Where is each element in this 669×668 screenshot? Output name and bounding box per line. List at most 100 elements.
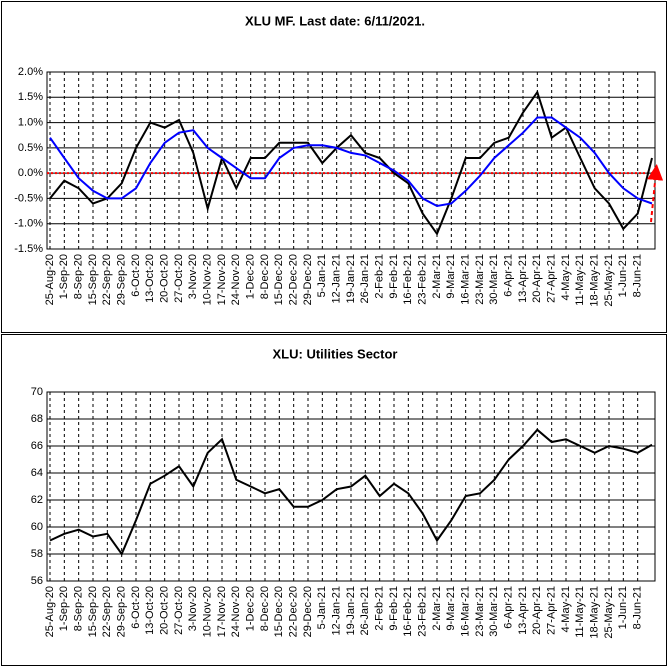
x-tick-label: 24-Nov-20: [230, 254, 242, 305]
y-tick-label: -1.0%: [14, 218, 43, 230]
y-tick-label: 56: [31, 575, 43, 587]
x-tick-label: 6-Oct-20: [130, 254, 142, 297]
x-tick-label: 23-Feb-21: [417, 254, 429, 305]
x-tick-label: 6-Apr-21: [503, 254, 515, 297]
x-tick-label: 4-May-21: [560, 586, 572, 632]
x-tick-label: 5-Jan-21: [316, 254, 328, 297]
x-tick-label: 9-Mar-21: [445, 254, 457, 299]
x-tick-label: 25-May-21: [603, 586, 615, 639]
series-line: [49, 428, 653, 557]
x-tick-label: 8-Dec-20: [259, 254, 271, 299]
y-tick-label: 58: [31, 548, 43, 560]
series-line: [49, 116, 653, 208]
x-tick-label: 30-Mar-21: [488, 586, 500, 637]
x-tick-label: 5-Jan-21: [316, 586, 328, 629]
x-tick-label: 17-Nov-20: [216, 254, 228, 305]
chart-title: XLU: Utilities Sector: [273, 346, 398, 361]
x-tick-label: 20-Apr-21: [531, 254, 543, 303]
x-tick-label: 25-May-21: [603, 254, 615, 307]
x-tick-label: 12-Jan-21: [331, 586, 343, 636]
x-tick-label: 9-Feb-21: [388, 254, 400, 299]
x-tick-label: 27-Apr-21: [546, 586, 558, 635]
x-tick-label: 25-Aug-20: [44, 586, 56, 637]
series-line: [49, 89, 653, 236]
x-tick-label: 10-Nov-20: [202, 586, 214, 637]
x-tick-label: 1-Jun-21: [617, 254, 629, 297]
x-tick-label: 13-Apr-21: [517, 254, 529, 303]
x-tick-label: 22-Sep-20: [101, 586, 113, 637]
x-tick-label: 10-Nov-20: [202, 254, 214, 305]
x-tick-label: 4-May-21: [560, 254, 572, 300]
x-tick-label: 24-Nov-20: [230, 586, 242, 637]
x-tick-label: 2-Feb-21: [374, 254, 386, 299]
x-tick-label: 30-Mar-21: [488, 254, 500, 305]
x-tick-label: 16-Feb-21: [402, 254, 414, 305]
y-tick-label: 1.0%: [18, 116, 43, 128]
x-tick-label: 22-Dec-20: [288, 586, 300, 637]
x-tick-label: 22-Sep-20: [101, 254, 113, 305]
x-tick-label: 6-Apr-21: [503, 586, 515, 629]
panel-frame: [1, 1, 667, 333]
x-tick-label: 6-Oct-20: [130, 586, 142, 629]
x-tick-label: 3-Nov-20: [187, 586, 199, 631]
y-tick-label: 0.0%: [18, 167, 43, 179]
plot-frame: [46, 391, 656, 582]
x-tick-label: 20-Oct-20: [159, 254, 171, 303]
x-tick-label: 1-Jun-21: [617, 586, 629, 629]
y-tick-label: 2.0%: [18, 66, 43, 78]
y-tick-label: 64: [31, 467, 43, 479]
x-tick-label: 8-Jun-21: [632, 586, 644, 629]
x-tick-label: 15-Dec-20: [273, 586, 285, 637]
x-tick-label: 15-Sep-20: [87, 254, 99, 305]
y-tick-label: 0.5%: [18, 142, 43, 154]
x-tick-label: 29-Sep-20: [116, 254, 128, 305]
x-tick-label: 18-May-21: [589, 254, 601, 307]
x-tick-label: 1-Sep-20: [58, 586, 70, 631]
x-tick-label: 11-May-21: [574, 254, 586, 306]
y-tick-label: 62: [31, 494, 43, 506]
x-tick-label: 15-Sep-20: [87, 586, 99, 637]
y-tick-label: 70: [31, 386, 43, 398]
x-tick-label: 11-May-21: [574, 586, 586, 638]
x-tick-label: 13-Oct-20: [144, 254, 156, 303]
y-tick-label: 66: [31, 440, 43, 452]
x-tick-label: 23-Feb-21: [417, 586, 429, 637]
x-tick-label: 1-Dec-20: [245, 254, 257, 299]
plot-frame: [46, 71, 656, 250]
x-tick-label: 27-Oct-20: [173, 254, 185, 303]
x-tick-label: 29-Sep-20: [116, 586, 128, 637]
x-tick-label: 9-Mar-21: [445, 586, 457, 631]
x-tick-label: 8-Sep-20: [73, 254, 85, 299]
x-tick-label: 8-Jun-21: [632, 254, 644, 297]
x-tick-label: 12-Jan-21: [331, 254, 343, 304]
x-tick-label: 23-Mar-21: [474, 586, 486, 637]
x-tick-label: 22-Dec-20: [288, 254, 300, 305]
x-tick-label: 18-May-21: [589, 586, 601, 639]
x-tick-label: 29-Dec-20: [302, 586, 314, 637]
annotation-arrow: [647, 164, 664, 223]
y-tick-label: 68: [31, 413, 43, 425]
x-tick-label: 16-Feb-21: [402, 586, 414, 637]
y-tick-label: 1.5%: [18, 91, 43, 103]
y-tick-label: -0.5%: [14, 192, 43, 204]
x-tick-label: 2-Mar-21: [431, 586, 443, 631]
x-tick-label: 17-Nov-20: [216, 586, 228, 637]
x-tick-label: 27-Oct-20: [173, 586, 185, 635]
y-tick-label: 60: [31, 521, 43, 533]
x-tick-label: 16-Mar-21: [460, 586, 472, 637]
x-tick-label: 27-Apr-21: [546, 254, 558, 303]
x-tick-label: 19-Jan-21: [345, 254, 357, 304]
x-tick-label: 20-Oct-20: [159, 586, 171, 635]
x-tick-label: 2-Mar-21: [431, 254, 443, 299]
x-tick-label: 23-Mar-21: [474, 254, 486, 305]
x-tick-label: 2-Feb-21: [374, 586, 386, 631]
x-tick-label: 1-Dec-20: [245, 586, 257, 631]
x-tick-label: 25-Aug-20: [44, 254, 56, 305]
x-tick-label: 15-Dec-20: [273, 254, 285, 305]
x-tick-label: 26-Jan-21: [359, 254, 371, 304]
x-tick-label: 8-Dec-20: [259, 586, 271, 631]
x-tick-label: 1-Sep-20: [58, 254, 70, 299]
x-tick-label: 8-Sep-20: [73, 586, 85, 631]
x-tick-label: 9-Feb-21: [388, 586, 400, 631]
